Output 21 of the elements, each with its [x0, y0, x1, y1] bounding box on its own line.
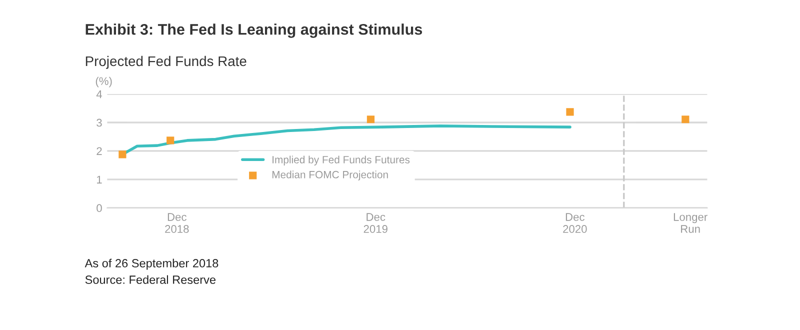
y-tick-label: 4: [96, 90, 102, 98]
source-note: Source: Federal Reserve: [85, 275, 216, 284]
point: [166, 136, 174, 144]
x-tick-label: Dec 2019: [364, 213, 388, 233]
y-axis-title: (%): [96, 76, 112, 88]
text: As of 26 September 2018: [84, 258, 218, 270]
x-tick-label: Dec 2018: [165, 213, 189, 233]
point: [118, 150, 126, 158]
y-tick-label: 1: [97, 176, 102, 184]
y-tick-label: 3: [96, 118, 102, 127]
y-tick-label: 0: [96, 204, 102, 212]
point: [682, 116, 690, 124]
legend-label: Implied by Fed Funds Futures: [272, 156, 410, 166]
x-tick-label: Longer Run: [674, 213, 708, 233]
point: [566, 108, 574, 116]
chart-title: Exhibit 3: The Fed Is Leaning against Stimulus: [86, 24, 422, 38]
x-tick-label: Dec 2020: [563, 213, 587, 233]
legend-label: Median FOMC Projection: [272, 170, 388, 180]
point: [366, 116, 375, 124]
chart-subtitle: Projected Fed Funds Rate: [86, 56, 246, 69]
y-tick-label: 2: [96, 147, 102, 155]
